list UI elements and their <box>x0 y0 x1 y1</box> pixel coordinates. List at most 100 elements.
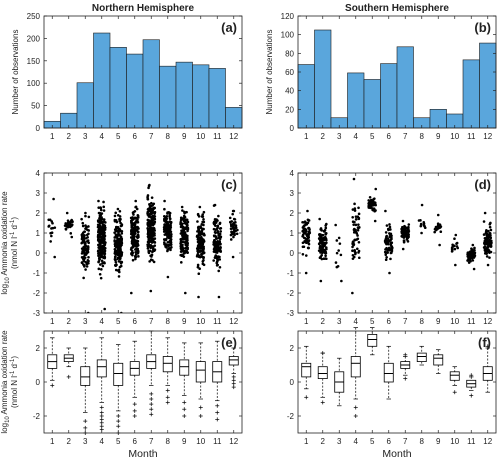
data-point-month-4 <box>101 245 104 248</box>
data-point-month-9 <box>183 215 187 219</box>
data-point-month-10 <box>198 244 202 247</box>
y-tick-label: 150 <box>27 57 41 66</box>
data-point-month-7 <box>146 231 150 234</box>
data-point-month-8 <box>170 245 173 249</box>
data-point-month-8 <box>420 203 424 207</box>
x-tick-label: 11 <box>467 437 476 446</box>
data-point-month-8 <box>164 216 168 220</box>
data-point-month-6 <box>384 253 388 257</box>
data-point-month-2 <box>321 233 324 237</box>
data-point-month-6 <box>133 241 137 244</box>
data-point-month-12 <box>489 228 493 232</box>
data-point-month-11 <box>216 231 220 234</box>
data-point-month-2 <box>324 257 327 260</box>
data-point-month-6 <box>134 217 137 220</box>
y-tick-label: 80 <box>285 49 294 58</box>
y-tick-label: -3 <box>33 309 41 318</box>
x-tick-label: 6 <box>387 132 392 141</box>
data-point-month-5 <box>116 241 120 245</box>
data-point-month-7 <box>402 239 406 243</box>
data-point-month-4 <box>354 251 357 255</box>
data-point-month-4 <box>97 254 100 258</box>
bar-month-3 <box>76 82 94 129</box>
data-point-month-9 <box>184 242 188 246</box>
y-tick-label: 120 <box>281 12 295 21</box>
data-point-month-10 <box>202 210 206 214</box>
data-point-month-3 <box>84 214 87 218</box>
data-point-month-7 <box>152 249 156 252</box>
data-point-month-4 <box>100 252 103 256</box>
data-point-month-1 <box>47 225 51 228</box>
data-point-month-12 <box>488 225 492 229</box>
data-point-month-1 <box>303 239 306 243</box>
data-point-month-6 <box>388 271 391 275</box>
data-point-month-5 <box>114 225 118 229</box>
data-point-month-5 <box>113 247 117 251</box>
data-point-month-5 <box>114 260 118 264</box>
data-point-month-11 <box>215 256 219 260</box>
data-point-month-7 <box>146 208 150 211</box>
data-point-month-11 <box>217 295 221 299</box>
data-point-month-3 <box>335 251 339 255</box>
data-point-month-7 <box>146 228 150 231</box>
x-tick-label: 7 <box>149 437 154 446</box>
data-point-month-4 <box>352 177 356 181</box>
x-tick-label: 7 <box>403 317 408 326</box>
box-month-2 <box>317 366 328 380</box>
data-point-month-4 <box>103 246 107 250</box>
y-tick-label: 0 <box>36 124 41 133</box>
data-point-month-4 <box>100 255 103 259</box>
data-point-month-10 <box>450 247 454 251</box>
y-axis-label: log10 Ammonia oxidation rate <box>0 191 11 295</box>
data-point-month-4 <box>104 241 107 244</box>
data-point-month-2 <box>324 226 328 230</box>
data-point-month-4 <box>97 234 101 237</box>
data-point-month-9 <box>184 291 187 295</box>
data-point-month-6 <box>389 238 392 242</box>
y-tick-label: 3 <box>290 189 295 198</box>
data-point-month-12 <box>485 230 488 234</box>
data-point-month-11 <box>216 263 219 267</box>
y-tick-label: 200 <box>27 34 41 43</box>
data-point-month-3 <box>83 234 86 237</box>
data-point-month-7 <box>147 243 151 246</box>
data-point-month-5 <box>113 214 117 218</box>
data-point-month-9 <box>182 234 186 237</box>
x-tick-label: 2 <box>321 132 326 141</box>
data-point-month-11 <box>213 234 217 238</box>
data-point-month-9 <box>184 246 187 250</box>
data-point-month-11 <box>469 256 472 260</box>
data-point-month-4 <box>356 234 359 237</box>
bar-month-11 <box>208 68 226 129</box>
plot-frame <box>297 330 497 434</box>
data-point-month-3 <box>84 247 88 250</box>
data-point-month-4 <box>101 241 105 245</box>
data-point-month-9 <box>180 216 183 220</box>
bar-month-2 <box>314 29 332 129</box>
data-point-month-11 <box>217 214 220 218</box>
data-point-month-5 <box>367 199 371 202</box>
data-point-month-5 <box>113 218 117 222</box>
data-point-month-5 <box>120 238 124 241</box>
data-point-month-6 <box>134 205 137 209</box>
x-tick-label: 4 <box>354 132 359 141</box>
data-point-month-10 <box>196 255 200 258</box>
data-point-month-4 <box>98 257 102 261</box>
data-point-month-7 <box>150 236 153 240</box>
data-point-month-11 <box>467 251 471 254</box>
data-point-month-3 <box>82 258 85 261</box>
data-point-month-10 <box>453 237 456 241</box>
data-point-month-6 <box>136 249 139 252</box>
data-point-month-4 <box>100 216 103 219</box>
data-point-month-9 <box>183 231 187 235</box>
data-point-month-5 <box>117 260 121 263</box>
data-point-month-10 <box>201 255 204 259</box>
data-point-month-1 <box>47 218 50 222</box>
data-point-month-1 <box>302 245 306 249</box>
data-point-month-7 <box>150 201 153 205</box>
data-point-month-10 <box>196 248 200 251</box>
data-point-month-3 <box>82 276 85 280</box>
data-point-month-5 <box>116 214 120 217</box>
data-point-month-6 <box>131 211 135 215</box>
